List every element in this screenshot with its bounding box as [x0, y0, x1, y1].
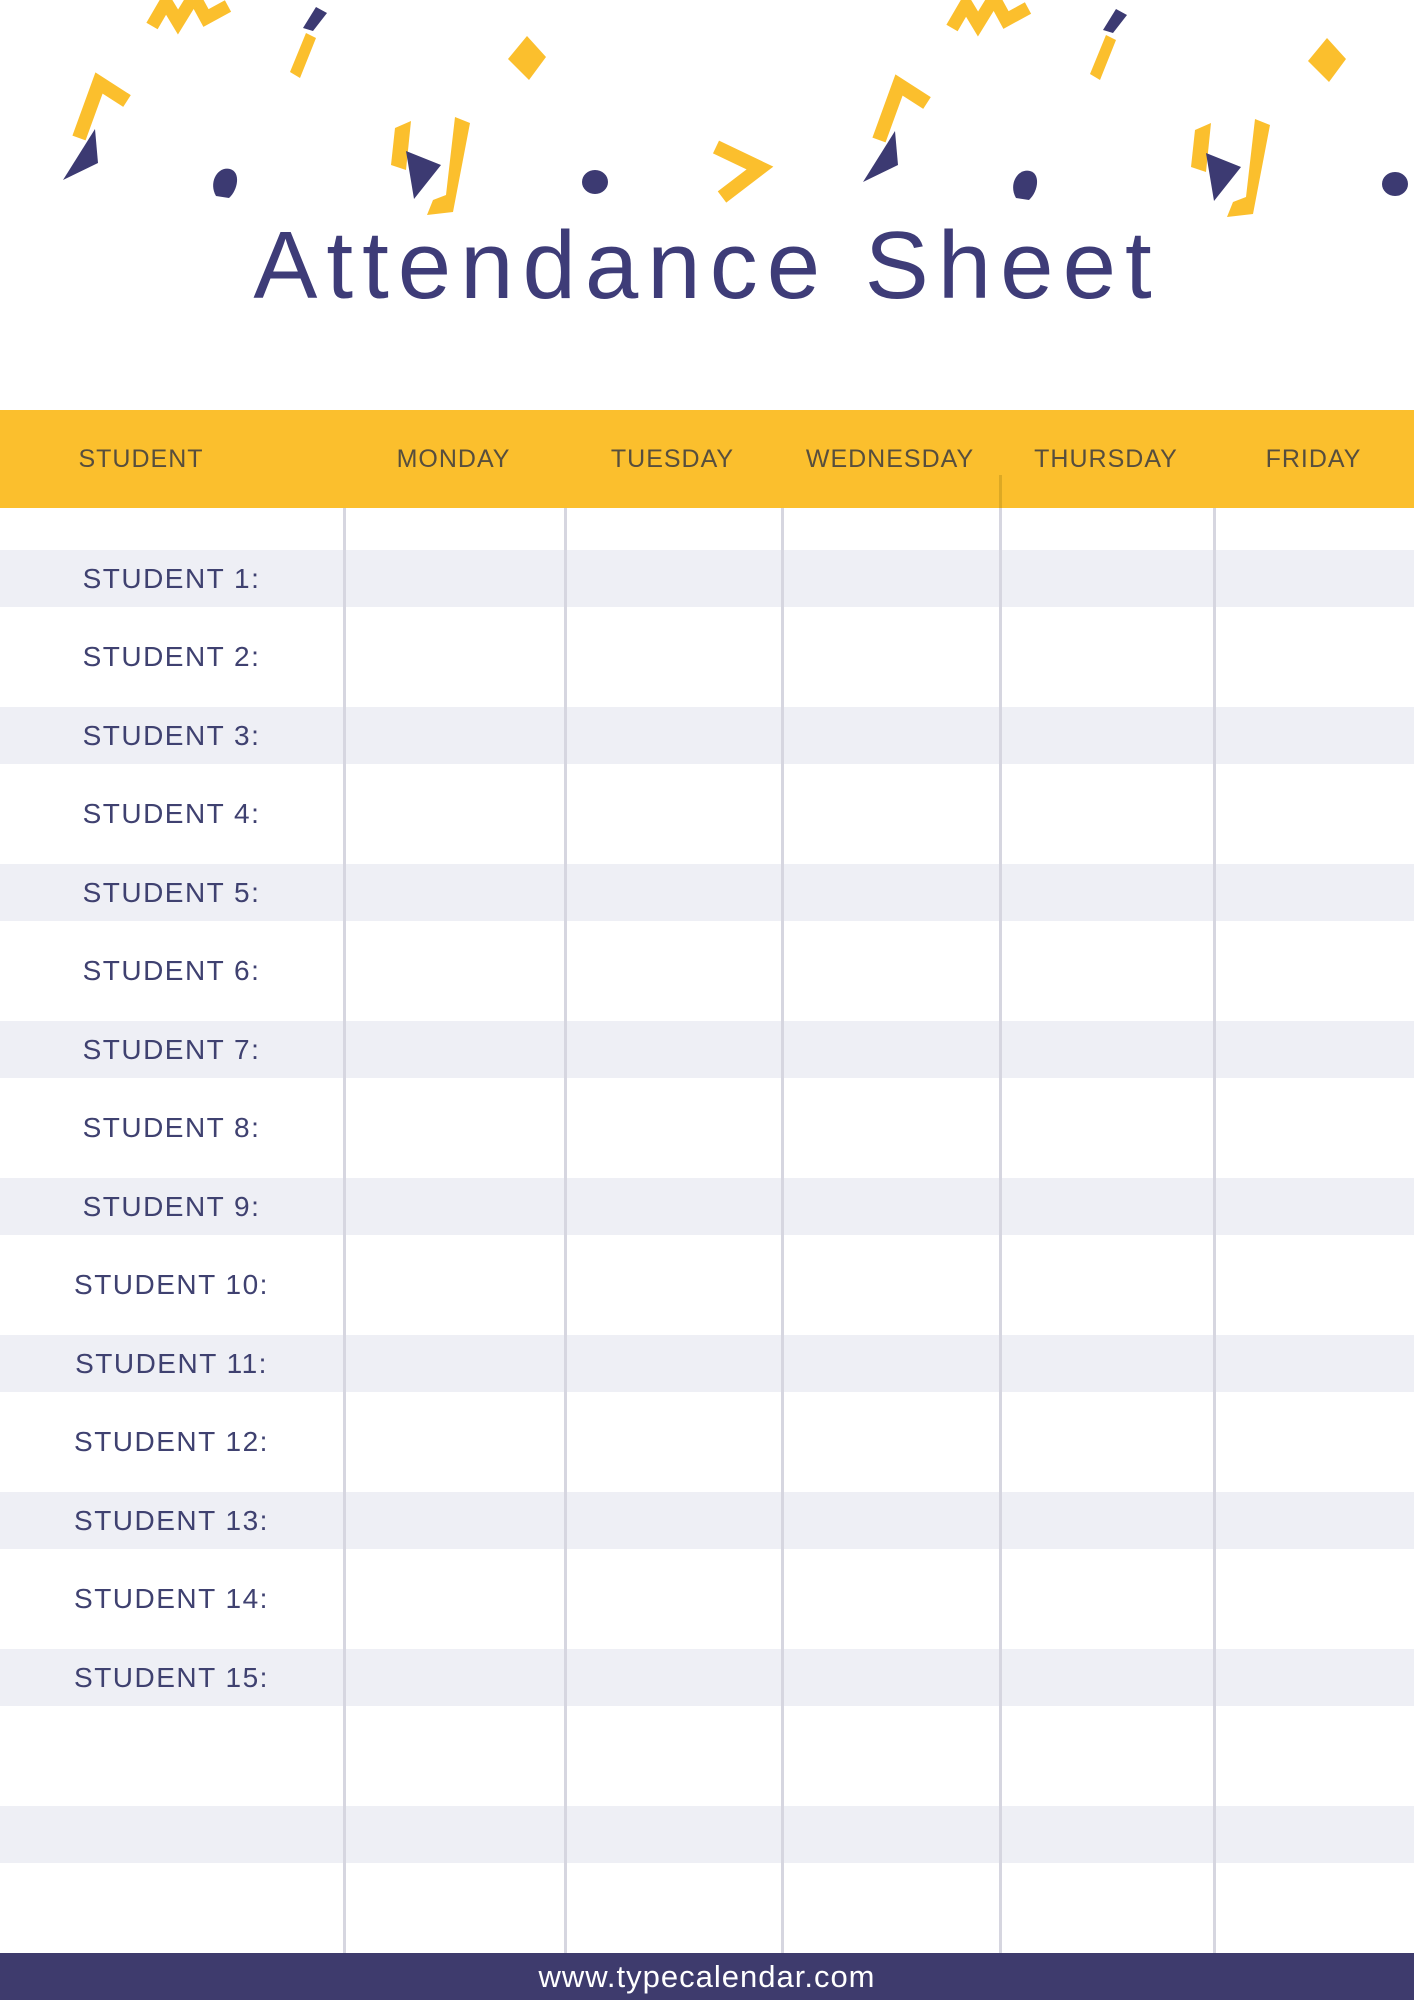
confetti-decoration: [0, 0, 1414, 240]
table-row: [0, 1863, 1414, 1953]
student-label: STUDENT 5:: [82, 876, 261, 908]
attendance-table-body: STUDENT 1: STUDENT 2: STUDENT 3: STUDENT 4:…: [0, 508, 1414, 1953]
table-row: STUDENT 15:: [0, 1649, 1414, 1706]
student-label: STUDENT 10:: [74, 1269, 269, 1300]
column-header-wednesday: WEDNESDAY: [805, 444, 975, 473]
column-divider: [999, 508, 1002, 1953]
footer-url: www.typecalendar.com: [538, 1958, 876, 1994]
footer-bar: www.typecalendar.com: [0, 1953, 1414, 2000]
table-row: STUDENT 2:: [0, 607, 1414, 707]
page-title: Attendance Sheet: [253, 212, 1161, 319]
column-divider: [781, 508, 784, 1953]
table-row: STUDENT 8:: [0, 1078, 1414, 1178]
confetti-arrow-icon: [712, 140, 774, 203]
student-label: STUDENT 11:: [75, 1347, 268, 1379]
student-label: STUDENT 12:: [74, 1426, 269, 1457]
student-label: STUDENT 13:: [74, 1504, 269, 1536]
student-label: STUDENT 7:: [82, 1033, 261, 1065]
column-header-monday: MONDAY: [396, 444, 511, 473]
student-label: STUDENT 4:: [82, 798, 261, 829]
student-label: STUDENT 3:: [82, 719, 261, 751]
table-row: STUDENT 13:: [0, 1492, 1414, 1549]
column-header-tuesday: TUESDAY: [610, 444, 735, 473]
table-row: STUDENT 7:: [0, 1021, 1414, 1078]
student-label: STUDENT 1:: [82, 562, 261, 594]
student-label: STUDENT 9:: [82, 1190, 261, 1222]
student-label: STUDENT 2:: [82, 641, 261, 672]
student-label: STUDENT 6:: [82, 955, 261, 986]
table-row: STUDENT 14:: [0, 1549, 1414, 1649]
column-header-friday: FRIDAY: [1265, 444, 1362, 473]
table-row: STUDENT 11:: [0, 1335, 1414, 1392]
table-row: STUDENT 3:: [0, 707, 1414, 764]
student-label: STUDENT 14:: [74, 1583, 269, 1614]
table-row: STUDENT 12:: [0, 1392, 1414, 1492]
student-label: STUDENT 15:: [74, 1661, 269, 1693]
table-row: STUDENT 6:: [0, 921, 1414, 1021]
column-header-student: STUDENT: [78, 444, 204, 473]
table-row: STUDENT 9:: [0, 1178, 1414, 1235]
table-row: STUDENT 10:: [0, 1235, 1414, 1335]
table-row: STUDENT 5:: [0, 864, 1414, 921]
column-divider: [343, 508, 346, 1953]
table-row: STUDENT 1:: [0, 550, 1414, 607]
student-label: STUDENT 8:: [82, 1112, 261, 1143]
table-row: STUDENT 4:: [0, 764, 1414, 864]
table-row: [0, 1806, 1414, 1863]
column-divider: [1213, 508, 1216, 1953]
table-header-bar: STUDENT MONDAY TUESDAY WEDNESDAY THURSDA…: [0, 410, 1414, 508]
column-divider: [999, 475, 1002, 508]
column-header-thursday: THURSDAY: [1034, 444, 1178, 473]
column-divider: [564, 508, 567, 1953]
table-row: [0, 1706, 1414, 1806]
